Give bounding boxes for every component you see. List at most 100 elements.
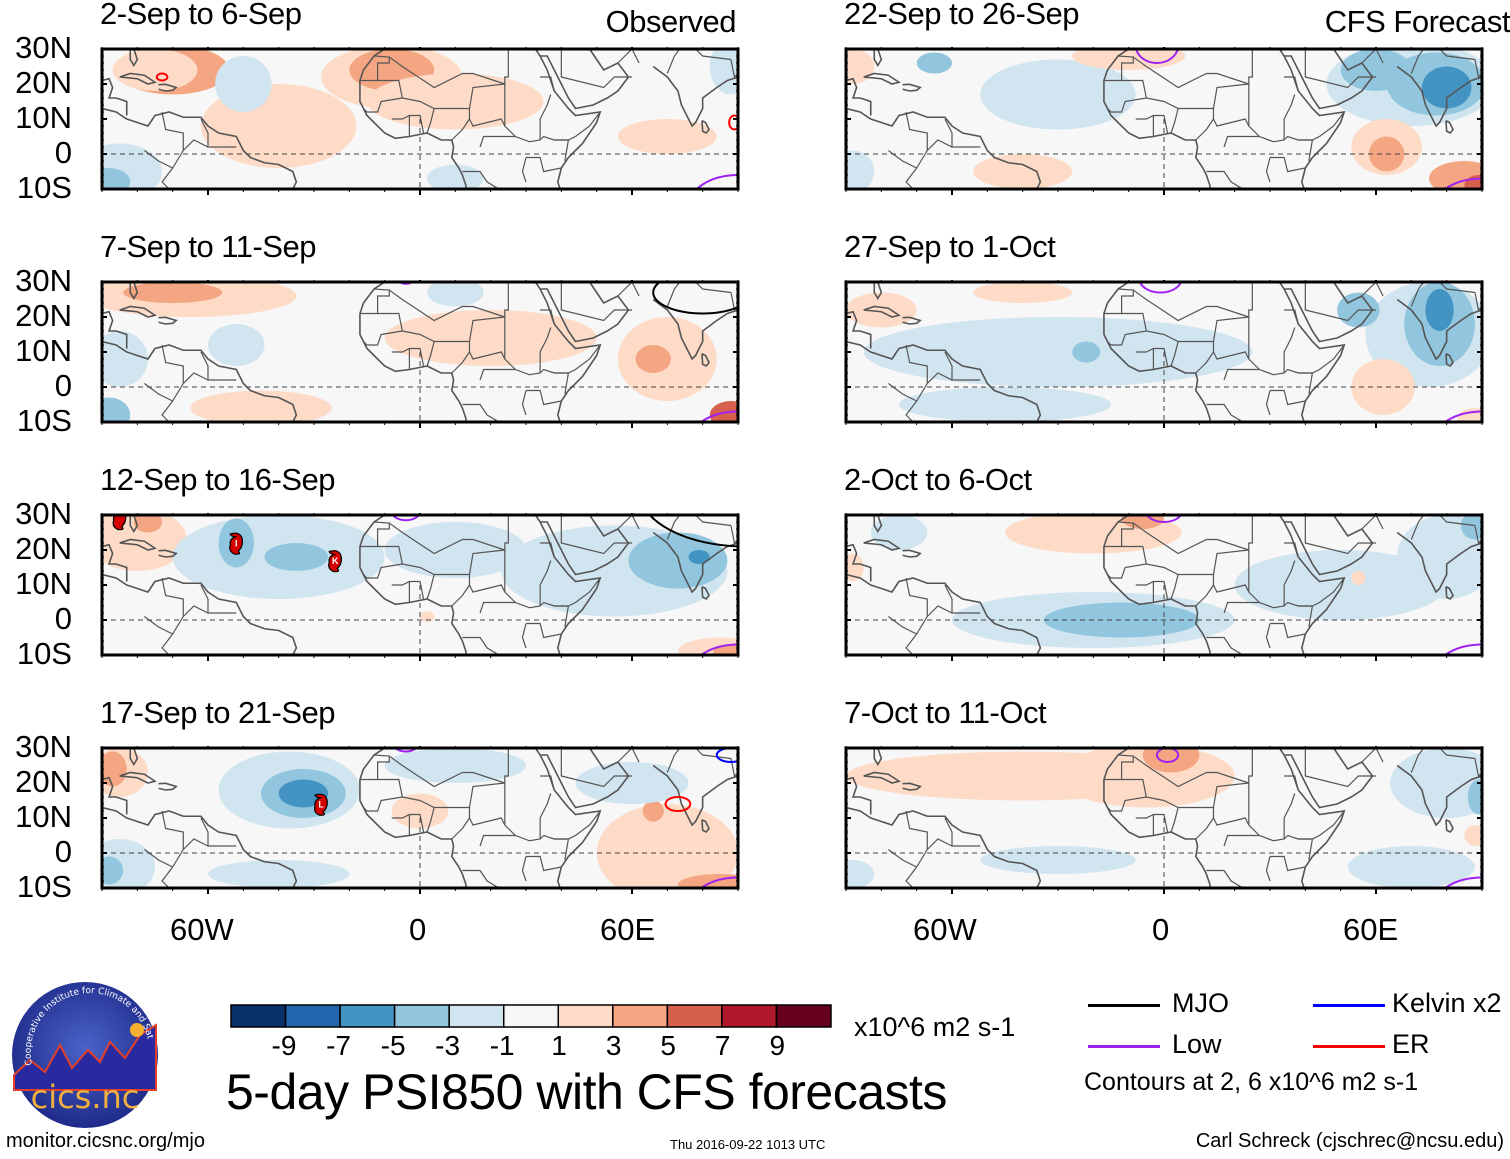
country-border bbox=[730, 292, 738, 312]
coastline bbox=[701, 586, 710, 601]
anomaly-region bbox=[617, 119, 717, 154]
country-border bbox=[182, 372, 209, 384]
country-border bbox=[1212, 782, 1249, 808]
wave-contour bbox=[664, 796, 692, 812]
country-border bbox=[468, 782, 505, 808]
coastline bbox=[1396, 531, 1482, 594]
country-border bbox=[426, 574, 435, 600]
country-border bbox=[730, 758, 738, 778]
country-border bbox=[888, 810, 928, 868]
country-border bbox=[1304, 49, 1376, 89]
anomaly-region bbox=[1072, 341, 1101, 363]
anomaly-region bbox=[367, 73, 544, 130]
wave-contour bbox=[1135, 49, 1179, 64]
coastline bbox=[1103, 282, 1130, 314]
country-border bbox=[1195, 118, 1214, 141]
country-border bbox=[905, 633, 918, 655]
anomaly-region bbox=[427, 164, 484, 189]
country-border bbox=[539, 327, 552, 373]
country-border bbox=[539, 793, 552, 839]
coastline bbox=[129, 49, 139, 68]
country-border bbox=[540, 542, 555, 558]
country-border bbox=[479, 368, 516, 381]
country-border bbox=[1223, 368, 1260, 381]
coastline bbox=[540, 282, 630, 343]
country-border bbox=[462, 403, 501, 422]
country-border bbox=[182, 605, 209, 617]
anomaly-region bbox=[1351, 359, 1415, 415]
wave-contour bbox=[397, 282, 414, 285]
coastline bbox=[846, 543, 872, 582]
anomaly-region bbox=[391, 793, 449, 829]
wave-contour bbox=[391, 515, 421, 522]
map-plot: IK bbox=[100, 513, 740, 661]
country-border bbox=[666, 515, 681, 540]
y-tick-label: 30N bbox=[15, 496, 72, 531]
coastline bbox=[1103, 779, 1211, 888]
colorbar-tick-label: -3 bbox=[435, 1030, 461, 1061]
anomaly-region bbox=[1351, 571, 1366, 585]
country-border bbox=[182, 838, 209, 850]
y-tick-label: 10N bbox=[15, 100, 72, 135]
coastline bbox=[119, 72, 157, 85]
country-border bbox=[144, 577, 184, 635]
coastline bbox=[1284, 282, 1374, 343]
coastline bbox=[701, 819, 710, 834]
country-border bbox=[1410, 515, 1425, 540]
country-border bbox=[540, 775, 555, 791]
country-border bbox=[144, 111, 184, 169]
country-border bbox=[1270, 389, 1306, 406]
anomaly-region bbox=[575, 762, 689, 804]
coastline bbox=[1103, 515, 1130, 547]
country-border bbox=[1107, 330, 1147, 346]
country-border bbox=[695, 748, 732, 760]
country-border bbox=[1298, 139, 1314, 162]
colorbar-tick-label: 7 bbox=[714, 1030, 731, 1061]
coastline bbox=[129, 515, 139, 534]
coastline bbox=[1103, 546, 1211, 655]
country-border bbox=[554, 605, 570, 628]
country-border bbox=[1107, 97, 1147, 113]
x-tick-60w-left: 60W bbox=[170, 912, 234, 947]
footer-url[interactable]: monitor.cicsnc.org/mjo bbox=[6, 1130, 205, 1152]
map-plot bbox=[844, 47, 1484, 195]
country-border bbox=[521, 623, 527, 649]
map-plot bbox=[844, 280, 1484, 428]
coastline bbox=[863, 538, 901, 551]
anomaly-region bbox=[1121, 515, 1164, 529]
coastline bbox=[1103, 49, 1130, 81]
country-border bbox=[1103, 288, 1134, 315]
country-border bbox=[451, 817, 470, 840]
coastline bbox=[359, 546, 467, 655]
country-border bbox=[926, 139, 953, 151]
y-tick-label: 30N bbox=[15, 30, 72, 65]
country-border bbox=[468, 316, 505, 342]
colorbar-bin bbox=[557, 1004, 614, 1028]
country-border bbox=[1284, 76, 1299, 92]
y-tick-label: 0 bbox=[54, 135, 72, 170]
svg-text:I: I bbox=[235, 539, 238, 549]
country-border bbox=[926, 605, 953, 617]
coastline bbox=[129, 748, 139, 767]
country-border bbox=[363, 97, 403, 113]
coastline bbox=[652, 764, 738, 827]
country-border bbox=[1474, 59, 1482, 79]
coastline bbox=[1284, 515, 1374, 576]
country-border bbox=[521, 157, 527, 183]
country-border bbox=[1132, 49, 1253, 89]
y-tick-label: 30N bbox=[15, 263, 72, 298]
coastline bbox=[846, 573, 1042, 655]
panel-title: 7-Sep to 11-Sep bbox=[100, 229, 316, 264]
country-border bbox=[539, 560, 552, 606]
colorbar bbox=[230, 1004, 832, 1028]
country-border bbox=[1107, 796, 1147, 812]
coastline bbox=[102, 573, 298, 655]
map-plot bbox=[844, 513, 1484, 661]
chart-title: 5-day PSI850 with CFS forecasts bbox=[226, 1064, 947, 1120]
country-border bbox=[451, 351, 470, 374]
coastline bbox=[1445, 353, 1454, 368]
colorbar-tick-label: 5 bbox=[660, 1030, 676, 1061]
country-border bbox=[526, 156, 562, 173]
anomaly-region bbox=[1043, 602, 1200, 638]
coastline bbox=[846, 776, 872, 815]
